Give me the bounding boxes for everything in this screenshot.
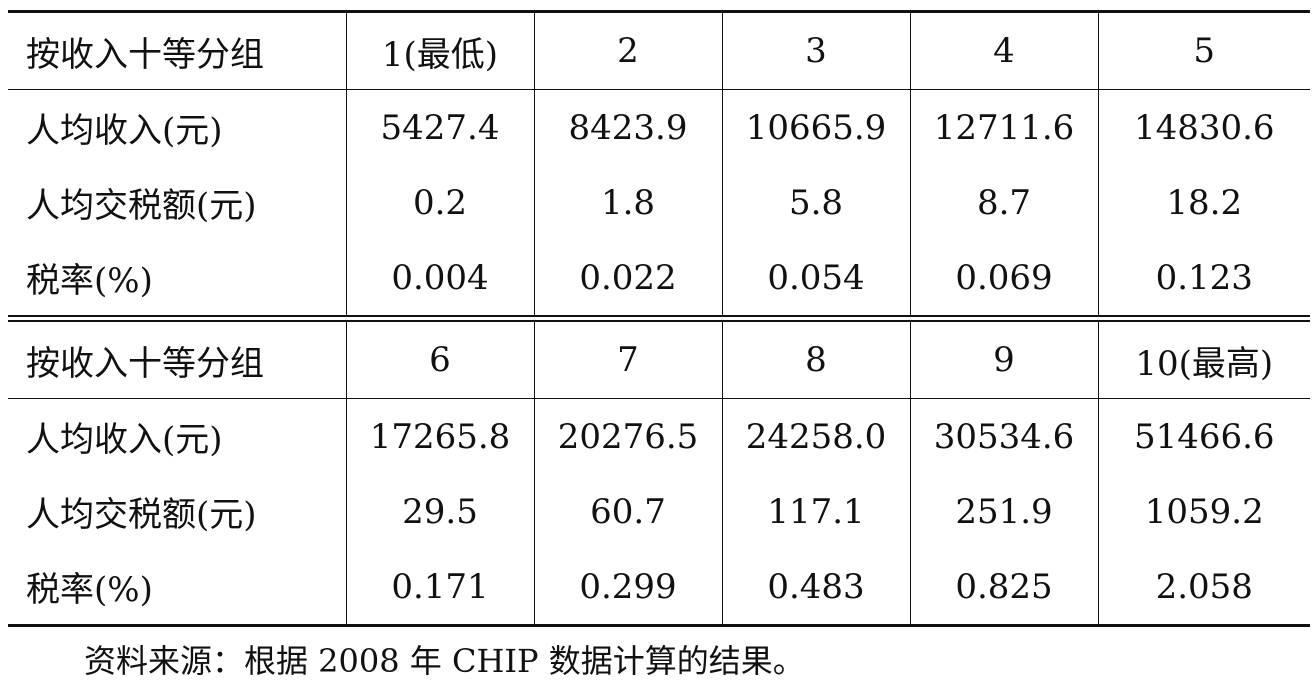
table-cell: 2.058 [1097, 549, 1310, 627]
header-cell: 1(最低) [345, 10, 534, 90]
table-cell: 20276.5 [533, 398, 722, 474]
table-cell: 0.054 [721, 240, 910, 319]
table-cell: 0.123 [1097, 240, 1310, 319]
table-cell: 0.171 [345, 549, 534, 627]
header-cell: 7 [533, 315, 722, 399]
table-cell: 12711.6 [909, 89, 1098, 165]
table-cell: 8423.9 [533, 89, 722, 165]
header-cell: 9 [909, 315, 1098, 399]
table-cell: 8.7 [909, 165, 1098, 240]
table-row: 人均收入(元) 5427.4 8423.9 10665.9 12711.6 14… [8, 89, 1310, 165]
row-label: 税率(%) [8, 549, 346, 627]
table-cell: 1059.2 [1097, 474, 1310, 549]
table-cell: 1.8 [533, 165, 722, 240]
header-cell: 2 [533, 10, 722, 90]
table-cell: 60.7 [533, 474, 722, 549]
table-cell: 0.299 [533, 549, 722, 627]
header-cell: 按收入十等分组 [8, 315, 346, 399]
header-cell: 6 [345, 315, 534, 399]
row-label: 人均收入(元) [26, 111, 223, 151]
table-cell: 5427.4 [345, 89, 534, 165]
header-cell: 10(最高) [1097, 315, 1310, 399]
table-cell: 0.004 [345, 240, 534, 319]
table-cell: 0.483 [721, 549, 910, 627]
header-cell: 3 [721, 10, 910, 90]
table-row: 人均交税额(元) 0.2 1.8 5.8 8.7 18.2 [8, 165, 1310, 240]
table-cell: 0.2 [345, 165, 534, 240]
table-cell: 0.069 [909, 240, 1098, 319]
table-cell: 10665.9 [721, 89, 910, 165]
header-cell: 5 [1097, 10, 1310, 90]
table-cell: 0.825 [909, 549, 1098, 627]
table-row: 人均交税额(元) 29.5 60.7 117.1 251.9 1059.2 [8, 474, 1310, 549]
source-note: 资料来源：根据 2008 年 CHIP 数据计算的结果。 [84, 642, 805, 680]
table-cell: 51466.6 [1097, 398, 1310, 474]
table-cell: 251.9 [909, 474, 1098, 549]
table-cell: 0.022 [533, 240, 722, 319]
table-row: 税率(%) 0.171 0.299 0.483 0.825 2.058 [8, 549, 1310, 627]
row-label: 税率(%) [8, 240, 346, 319]
row-label: 人均交税额(元) [26, 495, 257, 535]
row-label: 人均收入(元) [26, 420, 223, 460]
table-cell: 18.2 [1097, 165, 1310, 240]
row-label: 人均交税额(元) [26, 186, 257, 226]
tax-rate-table: 按收入十等分组 1(最低) 2 3 4 5 人均收入(元) 5427.4 842… [8, 10, 1310, 627]
table-cell: 24258.0 [721, 398, 910, 474]
table-header-row: 按收入十等分组 6 7 8 9 10(最高) [8, 315, 1310, 399]
table-cell: 5.8 [721, 165, 910, 240]
header-cell: 8 [721, 315, 910, 399]
table-cell: 117.1 [721, 474, 910, 549]
header-cell: 按收入十等分组 [8, 10, 346, 90]
table-header-row: 按收入十等分组 1(最低) 2 3 4 5 [8, 10, 1310, 90]
header-cell: 4 [909, 10, 1098, 90]
table-cell: 29.5 [345, 474, 534, 549]
table-row: 人均收入(元) 17265.8 20276.5 24258.0 30534.6 … [8, 398, 1310, 474]
table-row: 税率(%) 0.004 0.022 0.054 0.069 0.123 [8, 240, 1310, 319]
table-cell: 17265.8 [345, 398, 534, 474]
table-cell: 30534.6 [909, 398, 1098, 474]
table-cell: 14830.6 [1097, 89, 1310, 165]
